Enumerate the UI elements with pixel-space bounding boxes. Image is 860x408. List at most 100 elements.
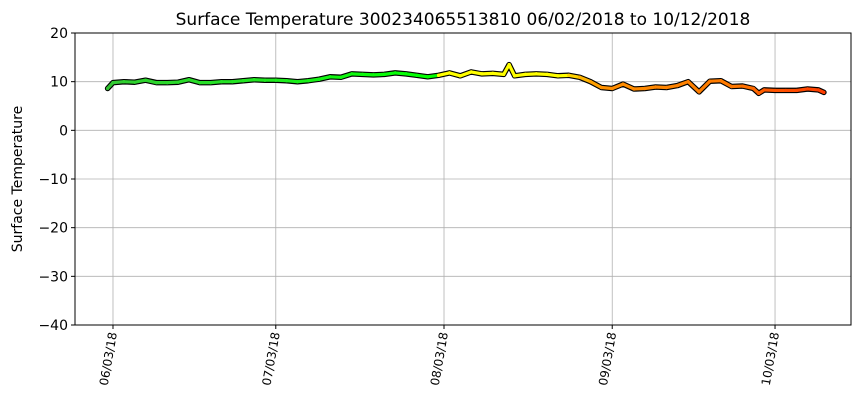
y-axis-ticks: −40 −30 −20 −10 0 10 20 bbox=[38, 26, 75, 334]
series-segment bbox=[719, 79, 734, 89]
y-tick-label: 0 bbox=[59, 123, 68, 139]
data-point bbox=[306, 79, 310, 83]
series-segment bbox=[740, 84, 755, 91]
series-segment bbox=[176, 78, 191, 84]
series-segment bbox=[415, 73, 430, 79]
series-segment bbox=[317, 75, 332, 81]
data-point bbox=[393, 71, 397, 75]
data-point bbox=[757, 91, 761, 95]
x-tick-label: 09/03/18 bbox=[596, 331, 619, 387]
series-segment bbox=[588, 80, 603, 90]
y-tick-label: −10 bbox=[38, 172, 68, 188]
chart-title: Surface Temperature 300234065513810 06/0… bbox=[176, 10, 751, 30]
data-point bbox=[219, 80, 224, 84]
data-point bbox=[578, 75, 582, 79]
data-point bbox=[263, 78, 267, 82]
data-point bbox=[599, 85, 603, 90]
series-segment bbox=[382, 71, 397, 76]
y-tick-label: −30 bbox=[38, 269, 68, 285]
series-segment bbox=[133, 78, 148, 84]
data-point bbox=[404, 72, 408, 76]
data-point bbox=[632, 87, 636, 91]
series-segment bbox=[686, 80, 701, 94]
x-tick-label: 10/03/18 bbox=[759, 331, 782, 387]
data-point bbox=[154, 81, 158, 85]
series-segment bbox=[664, 83, 679, 90]
data-point bbox=[176, 80, 180, 84]
x-tick-label: 08/03/18 bbox=[428, 331, 451, 387]
data-point bbox=[643, 86, 647, 91]
data-point bbox=[285, 79, 289, 83]
data-point bbox=[512, 74, 517, 78]
data-point bbox=[436, 73, 441, 77]
data-point bbox=[447, 71, 452, 75]
data-point bbox=[805, 87, 810, 91]
series-segment bbox=[491, 71, 506, 76]
series-segment bbox=[285, 79, 300, 84]
series-segment bbox=[458, 70, 473, 78]
x-tick-label: 06/03/18 bbox=[97, 331, 120, 387]
series-segment bbox=[805, 87, 821, 92]
series-segment bbox=[610, 82, 625, 91]
data-point bbox=[371, 73, 376, 77]
data-point bbox=[187, 78, 191, 82]
data-point bbox=[350, 72, 354, 76]
series-segment bbox=[697, 79, 712, 94]
data-point bbox=[491, 71, 495, 75]
data-point bbox=[122, 80, 126, 84]
data-point bbox=[751, 86, 755, 91]
x-axis-ticks: 06/03/18 07/03/18 08/03/18 09/03/18 10/03/18 bbox=[97, 325, 782, 387]
data-point bbox=[545, 72, 549, 76]
data-point bbox=[230, 80, 234, 84]
series-segment bbox=[578, 75, 593, 84]
data-point bbox=[816, 88, 821, 92]
series-segment bbox=[512, 72, 528, 78]
data-point bbox=[523, 72, 528, 76]
data-point bbox=[339, 75, 343, 79]
data-point bbox=[534, 72, 538, 76]
data-point bbox=[143, 78, 148, 82]
x-tick-label: 07/03/18 bbox=[260, 331, 283, 387]
data-point bbox=[610, 86, 614, 91]
series-segment bbox=[111, 80, 126, 85]
series-segment bbox=[599, 85, 614, 91]
data-point bbox=[241, 79, 245, 83]
data-point bbox=[708, 79, 712, 83]
y-axis-label: Surface Temperature bbox=[10, 106, 26, 252]
series-segment bbox=[621, 82, 636, 91]
series-segment bbox=[643, 85, 658, 91]
data-point bbox=[507, 63, 511, 67]
data-point bbox=[654, 85, 658, 89]
data-point bbox=[784, 88, 788, 93]
data-point bbox=[686, 80, 690, 84]
data-point bbox=[426, 75, 430, 79]
data-point bbox=[198, 81, 202, 85]
data-point bbox=[274, 78, 278, 82]
series-segment bbox=[507, 63, 517, 78]
series-segment bbox=[295, 79, 310, 84]
data-point bbox=[480, 72, 484, 76]
series-segment bbox=[545, 72, 560, 78]
data-point bbox=[252, 78, 256, 82]
data-point bbox=[458, 74, 462, 78]
series-segment bbox=[339, 72, 354, 79]
series-segment bbox=[209, 80, 224, 85]
y-tick-label: −40 bbox=[38, 318, 68, 334]
data-point bbox=[328, 75, 332, 79]
data-point bbox=[295, 80, 300, 84]
series-segment bbox=[795, 87, 810, 93]
y-tick-label: 10 bbox=[50, 75, 68, 91]
series-segment bbox=[447, 71, 462, 78]
series-segment bbox=[469, 70, 484, 76]
data-series bbox=[104, 61, 827, 97]
series-segment bbox=[675, 80, 690, 88]
y-tick-label: 20 bbox=[50, 26, 68, 42]
series-segment bbox=[306, 77, 321, 83]
data-point bbox=[111, 81, 115, 85]
y-tick-label: −20 bbox=[38, 221, 68, 237]
series-segment bbox=[241, 78, 256, 83]
data-point bbox=[697, 90, 701, 94]
series-segment bbox=[143, 78, 158, 85]
data-point bbox=[730, 84, 734, 89]
